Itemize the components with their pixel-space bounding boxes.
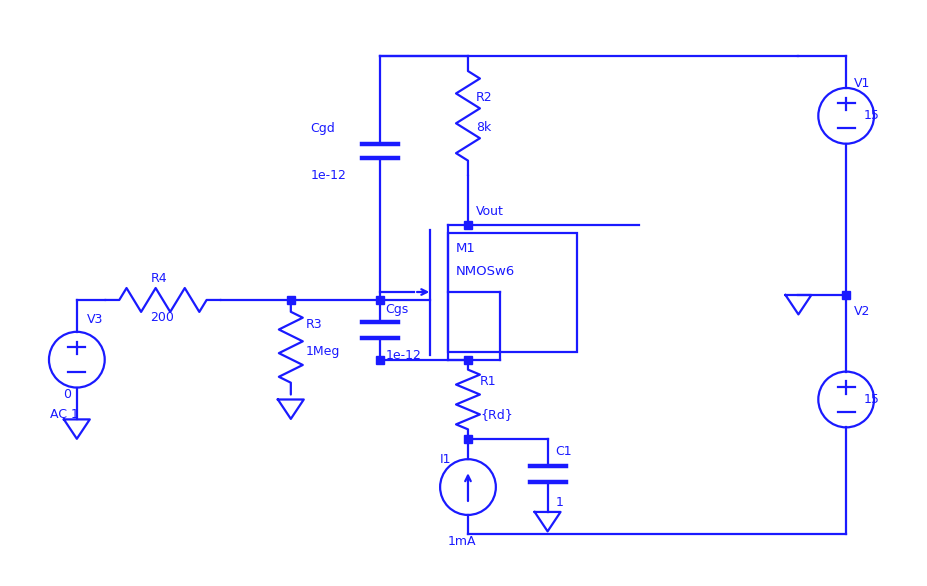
Text: V1: V1 xyxy=(854,77,870,90)
Text: 8k: 8k xyxy=(476,121,491,134)
Text: NMOSw6: NMOSw6 xyxy=(456,265,515,278)
Text: V2: V2 xyxy=(854,305,870,318)
Text: C1: C1 xyxy=(555,445,572,458)
Text: Vout: Vout xyxy=(476,205,503,218)
Text: 1mA: 1mA xyxy=(448,536,476,548)
Text: 1Meg: 1Meg xyxy=(306,345,340,358)
Text: M1: M1 xyxy=(456,241,476,255)
Text: Cgd: Cgd xyxy=(311,122,336,135)
Text: 15: 15 xyxy=(864,393,880,406)
Text: 1: 1 xyxy=(555,496,564,509)
Text: 15: 15 xyxy=(864,110,880,122)
Text: 1e-12: 1e-12 xyxy=(311,169,347,182)
Text: I1: I1 xyxy=(440,453,451,466)
Text: R3: R3 xyxy=(306,318,323,331)
Text: Cgs: Cgs xyxy=(386,304,409,316)
Text: {Rd}: {Rd} xyxy=(480,408,513,421)
Text: R2: R2 xyxy=(476,91,492,104)
Text: V3: V3 xyxy=(87,314,103,326)
Text: R1: R1 xyxy=(480,375,497,388)
Text: 200: 200 xyxy=(150,311,174,325)
Text: 1e-12: 1e-12 xyxy=(386,349,421,362)
Text: AC 1: AC 1 xyxy=(50,408,80,421)
Text: R4: R4 xyxy=(150,271,167,285)
Text: 0: 0 xyxy=(63,388,70,401)
